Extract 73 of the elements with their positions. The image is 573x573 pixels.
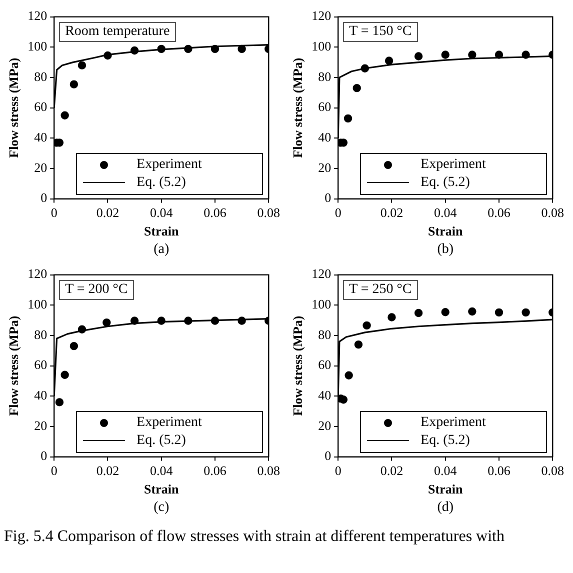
text: (c) [152, 500, 170, 516]
y-tick-label: 100 [28, 38, 48, 54]
caption: Fig. 5.4 Comparison of flow stresses with strain at different temperatures with [3, 528, 506, 546]
x-tick-label: 0.06 [204, 205, 227, 220]
x-tick-label: 0.08 [257, 205, 280, 220]
y-tick-label: 80 [34, 326, 48, 342]
x-tick-label: 0.02 [380, 463, 404, 478]
y-tick-label: 0 [324, 190, 332, 206]
y-tick-label: 60 [318, 357, 332, 372]
y-tick-label: 40 [34, 130, 48, 145]
text: Room temperature [59, 22, 176, 42]
y-axis-title: Flow stress (MPa) [6, 316, 22, 416]
y-tick-label: 40 [318, 130, 332, 145]
x-tick-label: 0 [50, 463, 58, 478]
y-tick-label: 100 [28, 296, 48, 312]
x-tick-label: 0.02 [96, 205, 120, 220]
y-tick-label: 40 [34, 388, 48, 403]
x-axis-title: Strain [428, 482, 464, 497]
legend-label: Experiment [136, 414, 202, 431]
x-axis-title: Strain [144, 224, 180, 239]
x-tick-label: 0.06 [204, 463, 227, 478]
x-axis-title: Strain [144, 482, 180, 497]
y-tick-label: 0 [40, 448, 48, 464]
text: T = 250 °C [343, 280, 418, 300]
x-tick-label: 0 [50, 205, 58, 220]
text: (b) [436, 242, 455, 258]
legend-label: Eq. (5.2) [420, 174, 470, 191]
y-tick-label: 120 [312, 8, 332, 24]
legend-label: Experiment [136, 156, 202, 173]
x-axis-title: Strain [428, 224, 464, 239]
legend-label: Experiment [420, 414, 486, 431]
y-tick-label: 20 [34, 160, 48, 175]
x-tick-label: 0 [334, 205, 342, 220]
text: (a) [152, 242, 170, 258]
x-tick-label: 0.08 [257, 463, 280, 478]
y-tick-label: 120 [28, 266, 48, 282]
y-tick-label: 0 [40, 190, 48, 206]
x-tick-label: 0.02 [380, 205, 404, 220]
y-tick-label: 60 [34, 99, 48, 114]
y-tick-label: 120 [28, 8, 48, 24]
legend-label: Eq. (5.2) [136, 174, 186, 191]
y-axis-title: Flow stress (MPa) [290, 316, 306, 416]
y-tick-label: 60 [318, 99, 332, 114]
x-tick-label: 0.08 [541, 205, 564, 220]
y-tick-label: 60 [34, 357, 48, 372]
y-tick-label: 0 [324, 448, 332, 464]
y-tick-label: 20 [318, 418, 332, 433]
y-tick-label: 80 [34, 68, 48, 84]
y-tick-label: 120 [312, 266, 332, 282]
legend-label: Eq. (5.2) [136, 432, 186, 449]
y-tick-label: 80 [318, 326, 332, 342]
y-tick-label: 20 [34, 418, 48, 433]
text: T = 200 °C [59, 280, 134, 300]
y-tick-label: 40 [318, 388, 332, 403]
x-tick-label: 0 [334, 463, 342, 478]
y-tick-label: 80 [318, 68, 332, 84]
x-tick-label: 0.06 [488, 205, 511, 220]
x-tick-label: 0.08 [541, 463, 564, 478]
x-tick-label: 0.04 [150, 205, 174, 220]
y-axis-title: Flow stress (MPa) [290, 58, 306, 158]
legend-label: Experiment [420, 156, 486, 173]
x-tick-label: 0.04 [150, 463, 174, 478]
text: (d) [436, 500, 455, 516]
y-tick-label: 20 [318, 160, 332, 175]
legend-label: Eq. (5.2) [420, 432, 470, 449]
x-tick-label: 0.02 [96, 463, 120, 478]
x-tick-label: 0.04 [434, 463, 458, 478]
x-tick-label: 0.06 [488, 463, 511, 478]
text: T = 150 °C [343, 22, 418, 42]
x-tick-label: 0.04 [434, 205, 458, 220]
y-tick-label: 100 [312, 296, 332, 312]
y-tick-label: 100 [312, 38, 332, 54]
y-axis-title: Flow stress (MPa) [6, 58, 22, 158]
